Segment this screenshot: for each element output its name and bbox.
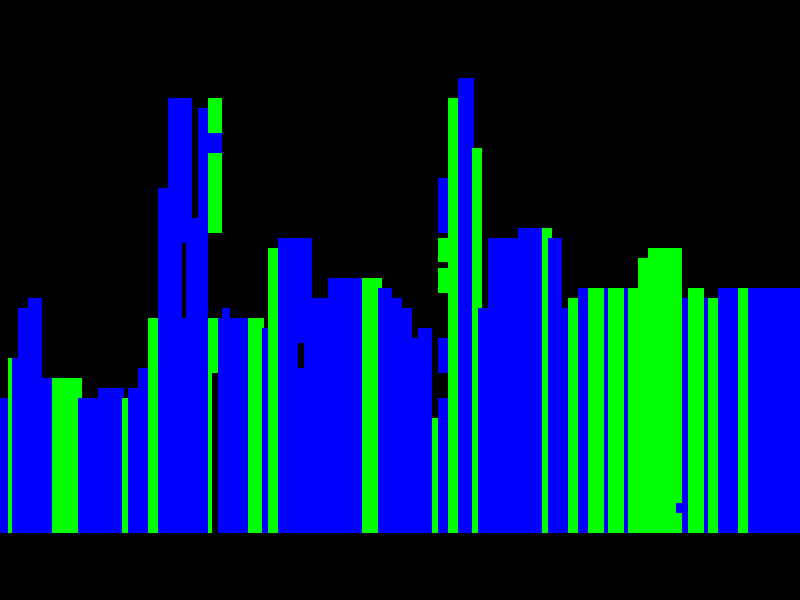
green-building [432,418,438,533]
building-detail [438,268,448,293]
blue-building [262,328,268,533]
green-building [608,288,624,533]
blue-building [230,318,248,533]
green-building [588,288,604,533]
green-building [472,148,482,533]
building-gap [182,243,186,318]
green-building [542,228,552,533]
ground [0,533,800,600]
green-building [448,98,458,533]
green-building [738,288,748,533]
blue-building [604,288,608,533]
blue-building [748,288,800,533]
green-building [122,398,128,533]
blue-building [278,238,312,533]
blue-building [562,308,568,533]
blue-building [704,298,708,533]
blue-building [192,218,198,533]
building-detail [672,513,682,523]
building-detail [438,338,448,373]
blue-building [682,298,688,533]
green-building [688,288,704,533]
blue-building [0,398,8,533]
blue-building [458,78,474,533]
building-gap [212,373,218,533]
blue-building [624,288,628,533]
blue-building [18,308,28,533]
blue-building [28,298,42,533]
blue-building [168,98,192,533]
green-building [638,258,648,533]
blue-building [158,188,168,533]
blue-building [402,308,412,533]
blue-building [418,328,432,533]
building-detail [438,398,448,418]
building-detail [208,133,222,153]
blue-building [718,288,738,533]
blue-building [78,398,100,533]
green-building [362,278,382,533]
green-building [648,248,682,533]
blue-building [412,338,418,533]
blue-building [548,238,562,533]
blue-building [312,298,328,533]
blue-building [328,278,362,533]
building-gap [482,218,488,308]
building-gap [208,233,222,318]
blue-building [128,388,138,533]
blue-building [12,358,18,533]
blue-building [98,388,124,533]
building-gap [298,343,304,368]
blue-building [488,238,518,533]
blue-building [378,288,392,533]
green-building [52,378,82,533]
blue-building [198,108,208,533]
blue-building [42,378,52,533]
blue-building [518,228,542,533]
blue-building [578,288,588,533]
blue-building [392,298,402,533]
building-detail [438,238,448,262]
blue-building [218,308,230,533]
blue-building [138,368,148,533]
blue-building [478,308,488,533]
green-building [152,318,162,533]
green-building [248,318,264,533]
